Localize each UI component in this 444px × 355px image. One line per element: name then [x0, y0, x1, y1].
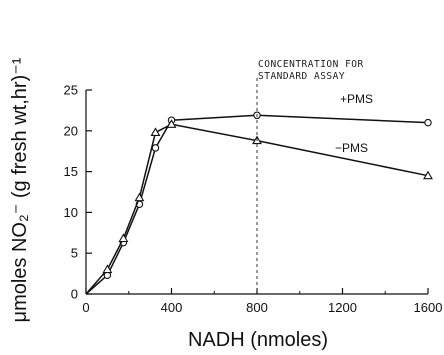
y-tick-label: 25 [64, 83, 78, 98]
data-point-triangle [150, 127, 161, 136]
x-tick-label: 1600 [414, 300, 443, 315]
series-line [85, 123, 429, 295]
x-axis-title: NADH (nmoles) [188, 329, 328, 351]
data-point-circle [151, 144, 160, 152]
x-tick-label: 1200 [328, 300, 357, 315]
annotation-line-1: CONCENTRATION FOR [258, 59, 364, 70]
data-point-triangle [134, 192, 145, 202]
x-tick-label: 0 [82, 300, 89, 315]
y-tick-label: 10 [64, 205, 78, 220]
series-layer [85, 111, 433, 295]
y-tick-label: 5 [71, 246, 78, 261]
series-minus-pms [85, 119, 433, 295]
ticks: 0 400 800 1200 1600 0 5 10 15 20 25 [64, 83, 443, 316]
series-label-plus-pms: +PMS [340, 92, 373, 106]
data-point-circle [424, 118, 432, 127]
y-tick-label: 20 [64, 123, 78, 138]
annotation-layer: CONCENTRATION FOR STANDARD ASSAY [256, 59, 364, 290]
y-tick-label: 15 [64, 164, 78, 179]
x-tick-label: 400 [161, 300, 183, 315]
data-point-triangle [102, 264, 113, 274]
y-tick-label: 0 [71, 287, 78, 302]
x-tick-label: 800 [246, 300, 268, 315]
data-point-triangle [166, 119, 177, 128]
data-point-triangle [423, 170, 433, 180]
series-label-minus-pms: −PMS [335, 141, 368, 155]
y-axis-title: μmoles NO₂⁻ (g fresh wt,hr)⁻¹ [9, 57, 31, 322]
annotation-line-2: STANDARD ASSAY [258, 71, 345, 82]
data-point-triangle [118, 233, 129, 243]
